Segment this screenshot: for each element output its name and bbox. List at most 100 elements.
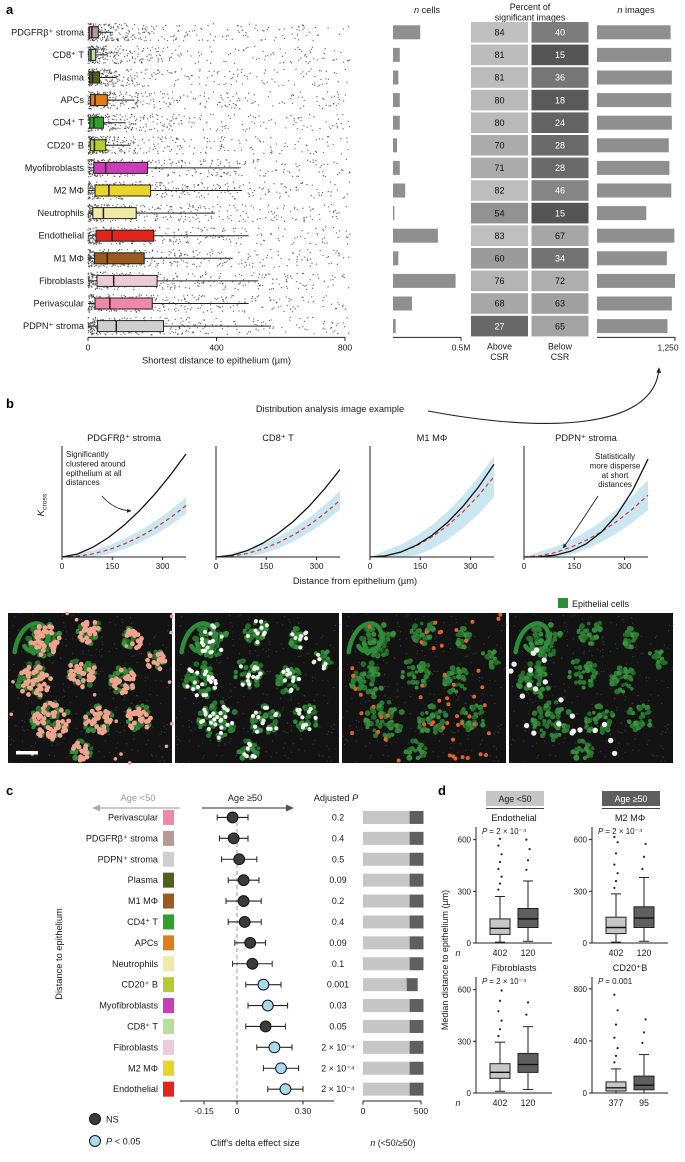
svg-text:83: 83 [494, 231, 504, 241]
svg-text:Myofibroblasts: Myofibroblasts [25, 163, 85, 173]
panel-a-row: CD8⁺ T 81 15 [53, 44, 672, 66]
forest-row: Plasma 0.09 [128, 872, 424, 888]
svg-text:72: 72 [555, 276, 565, 286]
panel-a-row: PDGFRβ⁺ stroma 84 40 [11, 22, 671, 43]
svg-text:28: 28 [555, 141, 565, 151]
svg-text:clustered around: clustered around [66, 459, 126, 468]
svg-text:300: 300 [618, 561, 632, 571]
svg-text:27: 27 [494, 321, 504, 331]
forest-row: Endothelial 2 × 10⁻⁴ [113, 1081, 424, 1097]
svg-text:300: 300 [156, 561, 170, 571]
svg-text:Distribution analysis image ex: Distribution analysis image example [256, 404, 404, 414]
svg-text:300: 300 [464, 561, 478, 571]
legend-age-ge50 [602, 791, 660, 806]
svg-text:CSR: CSR [551, 352, 570, 362]
svg-text:1,250: 1,250 [658, 342, 679, 352]
svg-text:0.5M: 0.5M [452, 342, 471, 352]
kcross-chart: M1 MΦ 0 150 300 [368, 433, 495, 571]
svg-text:Neutrophils: Neutrophils [38, 208, 85, 218]
svg-text:n cells: n cells [414, 5, 440, 15]
forest-row: CD8⁺ T 0.05 [127, 1018, 424, 1034]
svg-text:Statistically: Statistically [595, 452, 635, 461]
svg-text:CD8⁺ T: CD8⁺ T [262, 433, 294, 443]
svg-text:80: 80 [494, 95, 504, 105]
panel-d-label: d [438, 783, 446, 798]
panel-a-row: CD20⁺ B 70 28 [47, 135, 669, 156]
svg-text:M1 MΦ: M1 MΦ [417, 433, 448, 443]
svg-text:34: 34 [555, 254, 565, 264]
svg-text:84: 84 [494, 28, 504, 38]
svg-text:PDPN⁺ stroma: PDPN⁺ stroma [555, 433, 618, 443]
svg-text:CD8⁺ T: CD8⁺ T [53, 50, 85, 60]
forest-row: Fibroblasts 2 × 10⁻⁴ [114, 1039, 424, 1055]
legend-age-lt50 [486, 791, 544, 806]
svg-text:CD4⁺ T: CD4⁺ T [53, 118, 85, 128]
svg-text:15: 15 [555, 50, 565, 60]
svg-text:Epithelial cells: Epithelial cells [572, 599, 630, 609]
svg-text:71: 71 [494, 163, 504, 173]
svg-text:Fibroblasts: Fibroblasts [39, 276, 84, 286]
svg-text:M1 MΦ: M1 MΦ [54, 253, 84, 263]
forest-row: PDPN⁺ stroma 0.5 [98, 851, 424, 867]
svg-text:400: 400 [209, 342, 224, 352]
svg-text:PDPN⁺ stroma: PDPN⁺ stroma [23, 321, 85, 331]
panel-a-row: PDPN⁺ stroma 27 65 [23, 315, 668, 337]
kcross-chart: PDGFRβ⁺ stroma 0 150 300 Significantlycluste… [60, 433, 187, 571]
legend-ns-dot [89, 1113, 101, 1125]
svg-text:0: 0 [214, 561, 219, 571]
panel-c-label: c [6, 783, 14, 798]
svg-text:Below: Below [548, 341, 573, 351]
tissue-pdpn-stroma [508, 612, 674, 764]
forest-row: M1 MΦ 0.2 [128, 893, 424, 909]
forest-row: Neutrophils 0.1 [112, 956, 424, 972]
svg-text:PDGFRβ⁺ stroma: PDGFRβ⁺ stroma [11, 27, 85, 37]
svg-text:65: 65 [555, 321, 565, 331]
forest-row: CD20⁺ B 0.001 [121, 977, 418, 993]
svg-text:82: 82 [494, 186, 504, 196]
svg-text:Endothelial: Endothelial [39, 231, 84, 241]
panel-a-row: Perivascular 68 63 [33, 293, 672, 314]
svg-text:0: 0 [60, 561, 65, 571]
svg-text:150: 150 [567, 561, 581, 571]
svg-text:68: 68 [494, 299, 504, 309]
svg-text:CD20⁺ B: CD20⁺ B [47, 140, 84, 150]
svg-text:Above: Above [487, 341, 512, 351]
scale-bar [16, 751, 38, 755]
forest-row: PDGFRβ⁺ stroma 0.4 [86, 830, 424, 846]
panel-a-row: Fibroblasts 76 72 [39, 270, 675, 292]
svg-text:28: 28 [555, 163, 565, 173]
svg-text:at short: at short [602, 471, 629, 480]
svg-text:Shortest distance to epitheliu: Shortest distance to epithelium (µm) [142, 355, 291, 365]
panel-a-row: M2 MΦ 82 46 [54, 180, 672, 201]
svg-text:54: 54 [494, 208, 504, 218]
panel-a-row: APCs 80 18 [61, 89, 672, 111]
epithelial-legend-swatch [558, 598, 568, 608]
svg-text:M2 MΦ: M2 MΦ [54, 186, 84, 196]
svg-text:67: 67 [555, 231, 565, 241]
svg-text:63: 63 [555, 299, 565, 309]
panel-a-label: a [6, 2, 14, 17]
svg-text:Perivascular: Perivascular [33, 299, 84, 309]
svg-text:46: 46 [555, 186, 565, 196]
svg-text:Significantly: Significantly [66, 450, 109, 459]
panel-a-row: Plasma 81 36 [53, 67, 672, 88]
svg-text:81: 81 [494, 50, 504, 60]
tissue-pdgfrb-stroma [8, 611, 174, 765]
svg-text:more disperse: more disperse [590, 461, 641, 470]
svg-text:epithelium at all: epithelium at all [66, 469, 122, 478]
svg-text:300: 300 [310, 561, 324, 571]
svg-text:PDGFRβ⁺ stroma: PDGFRβ⁺ stroma [87, 433, 162, 443]
svg-text:81: 81 [494, 73, 504, 83]
panel-a-row: Endothelial 83 67 [39, 225, 675, 246]
svg-text:60: 60 [494, 254, 504, 264]
svg-text:0: 0 [522, 561, 527, 571]
svg-text:36: 36 [555, 73, 565, 83]
panel-b-kcross-charts-and-tissue-images: Distribution analysis image example PDGFR… [8, 404, 674, 765]
svg-text:n images: n images [617, 5, 655, 15]
